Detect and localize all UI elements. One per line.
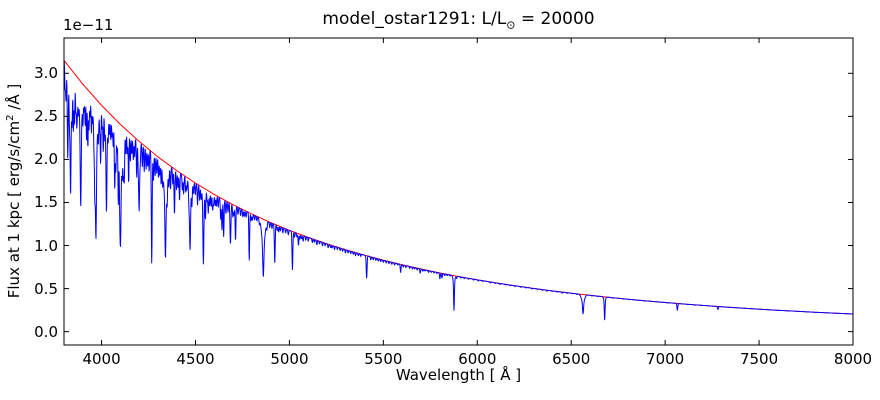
y-axis-offset-label: 1e−11	[63, 16, 114, 34]
axis-ticks	[64, 38, 854, 345]
x-tick-label: 6000	[458, 350, 497, 368]
x-tick-label: 8000	[833, 350, 873, 368]
x-tick-label: 6500	[552, 350, 591, 368]
x-tick-label: 4500	[176, 350, 215, 368]
spectrum-line	[63, 60, 854, 321]
y-tick-label: 1.5	[34, 193, 58, 212]
x-tick-label: 5000	[270, 350, 309, 368]
x-tick-label: 5500	[364, 350, 403, 368]
series-group	[63, 60, 854, 321]
y-tick-label: 2.5	[34, 107, 58, 126]
y-tick-label: 3.0	[34, 64, 58, 83]
x-tick-label: 4000	[82, 350, 121, 368]
plot-title: model_ostar1291: L/L⊙ = 20000	[64, 9, 853, 31]
title-suffix: = 20000	[515, 9, 595, 29]
plot-frame	[63, 37, 854, 346]
x-axis-label: Wavelength [ Å ]	[395, 366, 522, 384]
x-tick-label: 7500	[739, 350, 779, 368]
x-tick-label: 7000	[646, 350, 685, 368]
y-tick-label: 0.0	[34, 322, 58, 341]
sun-symbol: ⊙	[506, 18, 516, 32]
y-tick-label: 2.0	[34, 150, 58, 169]
y-tick-label: 0.5	[34, 279, 58, 298]
title-prefix: model_ostar1291: L/L	[322, 9, 507, 29]
y-tick-label: 1.0	[34, 236, 58, 255]
